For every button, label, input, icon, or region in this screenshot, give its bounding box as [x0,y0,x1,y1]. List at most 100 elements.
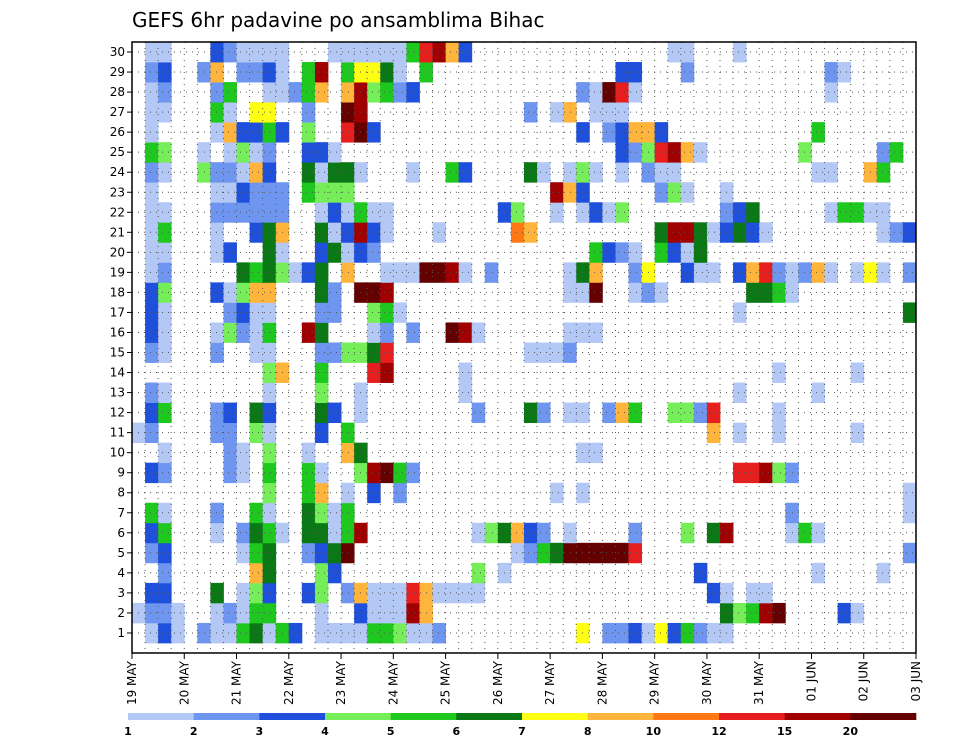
x-tick-label: 20 MAY [177,660,191,705]
heatmap-cell [158,102,172,123]
heatmap-cell [314,562,329,584]
chart-title: GEFS 6hr padavine po ansamblima Bihac [132,8,544,32]
heatmap-cell [550,182,564,203]
heatmap-cell [537,542,551,564]
heatmap-cell [210,182,224,203]
x-tick-label: 25 MAY [439,660,453,705]
heatmap-cell [328,282,342,303]
heatmap-cell [380,342,394,363]
heatmap-cell [341,442,355,464]
heatmap-cell [158,562,172,584]
heatmap-cell [367,482,381,504]
heatmap-cell [288,262,303,283]
heatmap-cell [145,342,159,363]
heatmap-cell [432,262,446,283]
heatmap-cell [367,202,381,223]
heatmap-cell [759,462,773,484]
heatmap-cell [262,262,277,283]
heatmap-cell [393,622,407,644]
heatmap-cell [524,402,538,424]
heatmap-cell [301,182,316,203]
heatmap-cell [471,522,486,544]
heatmap-cell [262,342,277,363]
heatmap-cell [393,482,407,504]
heatmap-cell [380,362,394,383]
heatmap-cell [158,222,172,243]
heatmap-cell [602,102,616,123]
heatmap-cell [236,442,250,464]
y-tick-label: 10 [110,446,125,460]
heatmap-cell [510,202,525,223]
y-tick-label: 8 [117,486,125,500]
heatmap-cell [850,202,865,223]
heatmap-cell [328,562,342,584]
y-tick-label: 29 [110,65,125,79]
heatmap-cell [158,322,172,343]
heatmap-cell [262,382,277,403]
heatmap-cell [811,382,825,403]
heatmap-cell [341,182,355,203]
heatmap-cell [759,282,773,303]
heatmap-cell [328,522,342,544]
heatmap-cell [706,422,721,444]
heatmap-cell [667,242,682,263]
heatmap-cell [314,582,329,604]
heatmap-cell [706,262,721,283]
heatmap-cell [158,262,172,283]
y-tick-label: 14 [110,366,125,380]
heatmap-cell [563,402,577,424]
heatmap-cell [314,422,329,444]
heatmap-cell [367,302,381,323]
heatmap-cell [628,522,642,544]
heatmap-cell [406,82,420,103]
heatmap-cell [367,62,381,83]
y-tick-label: 6 [117,526,125,540]
legend-swatch [259,713,326,720]
heatmap-cell [576,322,590,343]
heatmap-cell [576,442,590,464]
heatmap-cell [210,122,224,143]
x-tick-label: 19 MAY [125,660,139,705]
heatmap-cell [380,282,394,303]
heatmap-cell [576,262,590,283]
heatmap-cell [367,122,381,143]
heatmap-cell [615,62,629,83]
heatmap-cell [236,542,250,564]
heatmap-cell [328,542,342,564]
heatmap-cell [341,162,355,183]
heatmap-cell [563,162,577,183]
heatmap-cell [576,402,590,424]
heatmap-cell [380,42,394,63]
heatmap-cell [471,582,486,604]
heatmap-cell [406,602,420,624]
heatmap-cell [537,162,551,183]
heatmap-cell [262,482,277,504]
heatmap-cell [602,82,616,103]
heatmap-cell [837,202,852,223]
heatmap-cell [772,362,786,383]
heatmap-cell [341,342,355,363]
heatmap-cell [145,222,159,243]
heatmap-cell [249,522,264,544]
heatmap-cell [145,162,159,183]
heatmap-cell [876,562,891,584]
heatmap-cell [301,102,316,123]
heatmap-cell [262,322,277,343]
legend-label: 3 [256,725,264,738]
heatmap-cell [589,102,603,123]
heatmap-cell [615,122,629,143]
heatmap-cell [158,502,172,524]
heatmap-cell [236,582,250,604]
heatmap-cell [406,162,420,183]
legend-swatch [522,713,588,720]
heatmap-cell [249,582,264,604]
heatmap-cell [249,182,264,203]
heatmap-cell [158,142,172,163]
heatmap-cell [667,402,682,424]
heatmap-cell [380,582,394,604]
heatmap-cell [262,242,277,263]
heatmap-cell [210,582,224,604]
legend-swatch [128,713,194,720]
heatmap-cell [850,362,865,383]
y-tick-label: 20 [110,245,125,259]
